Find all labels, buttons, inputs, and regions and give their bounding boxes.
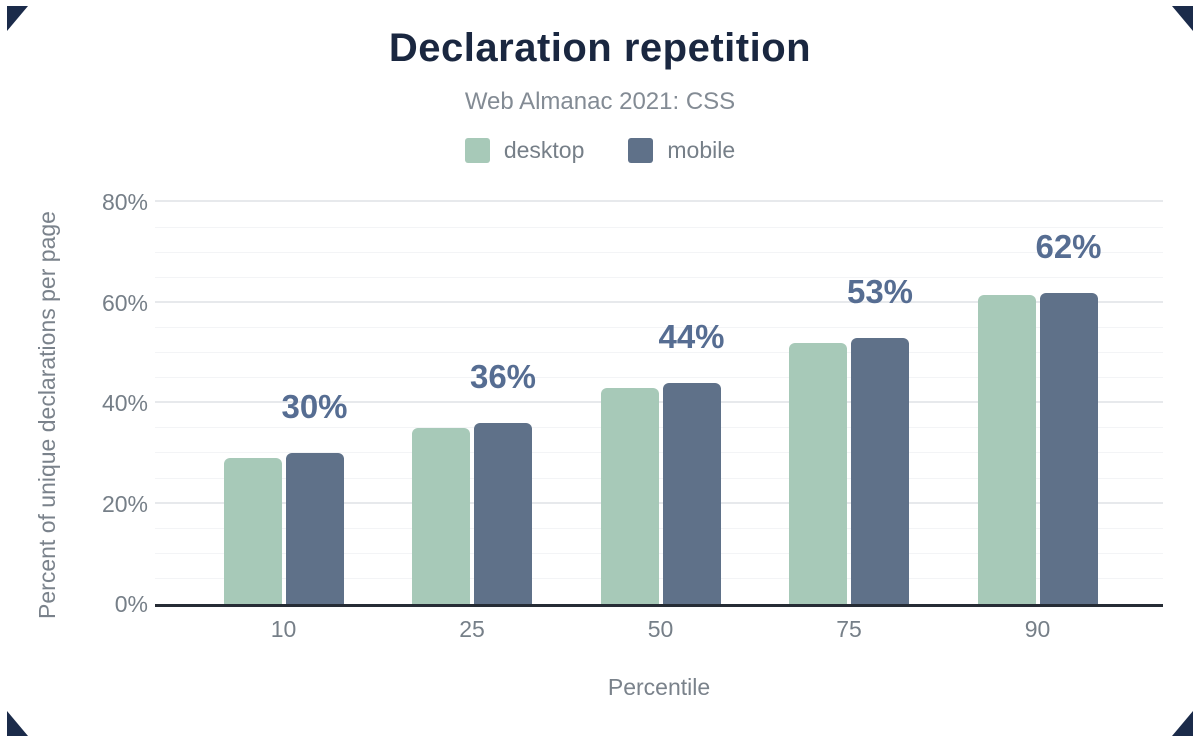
legend-item-mobile: mobile [628,137,735,164]
gridline-minor [155,251,1163,253]
gridline-minor [155,377,1163,379]
corner-mark-bottom-left [7,711,28,736]
gridline-minor [155,427,1163,429]
plot-area: 30% 36% 44% 53% 62% [155,184,1163,604]
x-tick-90: 90 [1024,616,1051,642]
desktop-bar-p50[interactable] [600,388,659,604]
gridline-major [155,200,1163,203]
desktop-bar-p10[interactable] [223,458,282,604]
y-tick-40%: 40% [101,390,148,417]
x-tick-75: 75 [836,616,862,642]
corner-mark-top-left [7,6,28,31]
desktop-bar-p75[interactable] [789,342,847,604]
x-axis-line [155,604,1163,607]
desktop-swatch-icon [464,138,490,163]
chart-title: Declaration repetition [388,26,812,70]
mobile-bar-p50[interactable] [662,383,721,604]
y-tick-80%: 80% [101,189,148,216]
desktop-bar-p90[interactable] [977,295,1036,604]
gridline-minor [155,352,1163,353]
legend-item-desktop: desktop [464,137,585,164]
gridline-major [155,501,1163,504]
x-tick-25: 25 [459,616,485,642]
data-label-p10: 30% [281,388,348,426]
corner-mark-bottom-right [1172,711,1193,736]
legend: desktop mobile [0,137,1200,164]
x-axis-title: Percentile [607,674,711,700]
chart-subtitle: Web Almanac 2021: CSS [464,88,736,115]
legend-label-desktop: desktop [503,137,585,163]
desktop-bar-p25[interactable] [412,428,470,604]
x-tick-10: 10 [270,616,297,642]
legend-label-mobile: mobile [667,137,736,163]
y-tick-0%: 0% [114,591,148,617]
gridline-minor [155,226,1163,228]
x-tick-50: 50 [647,616,674,642]
gridline-minor [155,326,1163,328]
gridline-major [155,401,1163,404]
gridline-minor [155,452,1163,454]
data-label-p75: 53% [846,272,914,310]
mobile-bar-p90[interactable] [1039,292,1098,604]
data-label-p90: 62% [1035,227,1102,265]
gridline-minor [155,527,1163,529]
mobile-swatch-icon [628,138,654,163]
data-label-p50: 44% [658,318,725,356]
gridline-minor [155,477,1163,479]
gridline-minor [155,577,1163,579]
gridline-major [155,300,1163,303]
mobile-bar-p25[interactable] [474,423,532,604]
corner-mark-top-right [1172,6,1193,31]
mobile-bar-p10[interactable] [285,453,344,604]
data-label-p25: 36% [469,358,537,396]
y-tick-60%: 60% [101,289,148,316]
mobile-bar-p75[interactable] [851,337,909,604]
y-tick-20%: 20% [101,490,148,517]
gridline-minor [155,276,1163,278]
gridline-minor [155,552,1163,554]
